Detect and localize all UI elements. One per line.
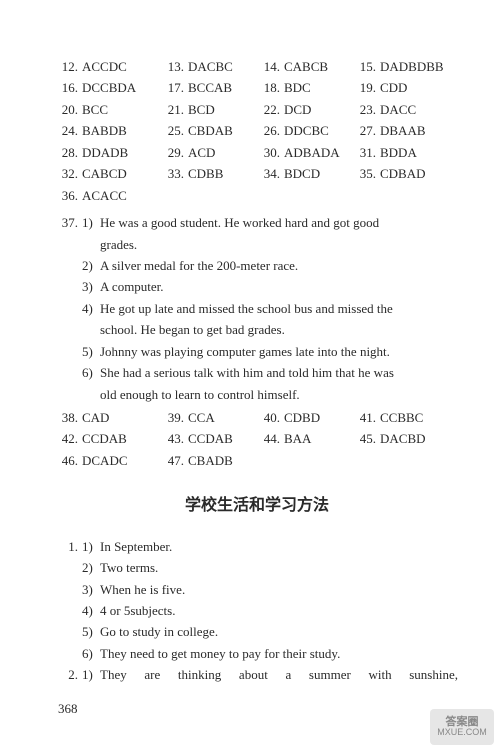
q2-sub: 2.1)They are thinking about a summer wit…	[56, 664, 458, 685]
q37-sub: 2)A silver medal for the 200-meter race.	[56, 255, 458, 276]
answer-cell: 28.DDADB	[56, 142, 162, 163]
question-37: 37.1)He was a good student. He worked ha…	[56, 212, 458, 405]
answer-cell: 32.CABCD	[56, 163, 162, 184]
q37-sub: 37.1)He was a good student. He worked ha…	[56, 212, 458, 233]
section-title: 学校生活和学习方法	[56, 493, 458, 519]
answer-cell: 39.CCA	[162, 407, 258, 428]
answer-cell: 34.BDCD	[258, 163, 354, 184]
answer-cell: 40.CDBD	[258, 407, 354, 428]
answer-cell: 18.BDC	[258, 77, 354, 98]
answer-cell: 16.DCCBDA	[56, 77, 162, 98]
question-2: 2.1)They are thinking about a summer wit…	[56, 664, 458, 685]
answer-cell: 12.ACCDC	[56, 56, 162, 77]
answer-cell: 15.DADBDBB	[354, 56, 464, 77]
q37-sub: 4)He got up late and missed the school b…	[56, 298, 458, 319]
answer-cell: 27.DBAAB	[354, 120, 464, 141]
q1-sub: 5)Go to study in college.	[56, 621, 458, 642]
watermark: 答案圈 MXUE.COM	[430, 709, 494, 745]
answer-cell: 23.DACC	[354, 99, 464, 120]
answer-cell: 45.DACBD	[354, 428, 464, 449]
q1-sub: 3)When he is five.	[56, 579, 458, 600]
answer-cell: 36.ACACC	[56, 185, 162, 206]
q37-sub: 3)A computer.	[56, 276, 458, 297]
answer-cell: 14.CABCB	[258, 56, 354, 77]
answer-cell: 20.BCC	[56, 99, 162, 120]
answer-cell: 21.BCD	[162, 99, 258, 120]
q1-sub: 6)They need to get money to pay for thei…	[56, 643, 458, 664]
answer-cell: 41.CCBBC	[354, 407, 464, 428]
q37-sub-cont: old enough to learn to control himself.	[56, 384, 458, 405]
q37-sub: 6)She had a serious talk with him and to…	[56, 362, 458, 383]
answer-cell: 46.DCADC	[56, 450, 162, 471]
answer-cell: 26.DDCBC	[258, 120, 354, 141]
q1-sub: 4)4 or 5subjects.	[56, 600, 458, 621]
answer-cell: 13.DACBC	[162, 56, 258, 77]
q37-sub-cont: grades.	[56, 234, 458, 255]
q1-sub: 2)Two terms.	[56, 557, 458, 578]
answer-cell: 19.CDD	[354, 77, 464, 98]
answer-grid-2: 38.CAD39.CCA40.CDBD41.CCBBC42.CCDAB43.CC…	[56, 407, 458, 471]
answer-cell: 24.BABDB	[56, 120, 162, 141]
answer-cell: 25.CBDAB	[162, 120, 258, 141]
q1-sub: 1.1)In September.	[56, 536, 458, 557]
answer-cell: 38.CAD	[56, 407, 162, 428]
answer-cell: 44.BAA	[258, 428, 354, 449]
answer-cell: 29.ACD	[162, 142, 258, 163]
answer-cell: 33.CDBB	[162, 163, 258, 184]
answer-cell: 35.CDBAD	[354, 163, 464, 184]
watermark-line2: MXUE.COM	[437, 728, 487, 738]
answer-cell: 22.DCD	[258, 99, 354, 120]
q37-sub-cont: school. He began to get bad grades.	[56, 319, 458, 340]
answer-cell: 43.CCDAB	[162, 428, 258, 449]
answer-grid-1: 12.ACCDC13.DACBC14.CABCB15.DADBDBB16.DCC…	[56, 56, 458, 206]
page-number: 368	[58, 698, 78, 719]
answer-cell: 42.CCDAB	[56, 428, 162, 449]
answer-cell: 31.BDDA	[354, 142, 464, 163]
q37-sub: 5)Johnny was playing computer games late…	[56, 341, 458, 362]
answer-cell: 30.ADBADA	[258, 142, 354, 163]
answer-cell: 47.CBADB	[162, 450, 258, 471]
answer-cell: 17.BCCAB	[162, 77, 258, 98]
question-1: 1.1)In September.2)Two terms.3)When he i…	[56, 536, 458, 665]
